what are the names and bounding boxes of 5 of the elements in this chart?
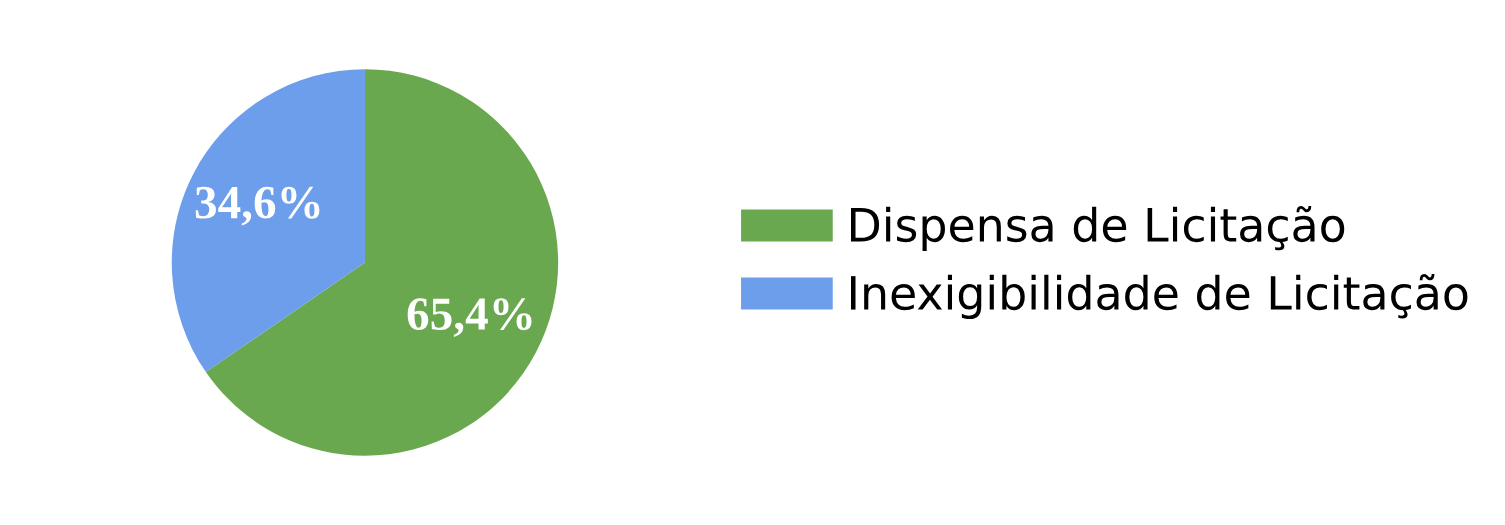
legend-label: Dispensa de Licitação [850, 205, 1345, 252]
pie-slice [171, 69, 365, 373]
data-label: 65,4% [407, 298, 532, 337]
data-label: 34,6% [195, 186, 320, 226]
legend-label: Inexigibilidade de Licitação [850, 273, 1468, 320]
